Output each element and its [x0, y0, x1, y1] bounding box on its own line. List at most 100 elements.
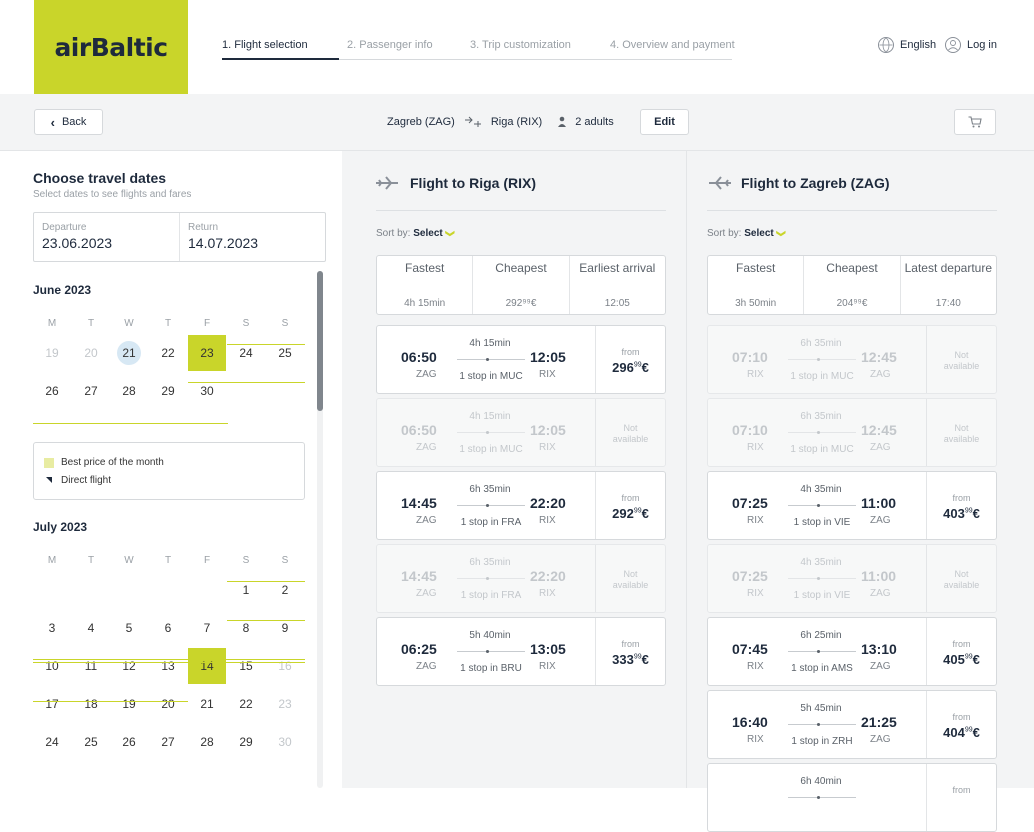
- calendar-day[interactable]: 19: [122, 697, 136, 711]
- calendar-day[interactable]: 10: [45, 659, 59, 673]
- sort-dropdown[interactable]: Sort by: Select ❯: [376, 228, 455, 239]
- edit-search-button[interactable]: Edit: [640, 109, 689, 135]
- sort-option[interactable]: Latest departure 17:40: [901, 256, 996, 314]
- calendar-day[interactable]: 25: [84, 735, 98, 749]
- calendar-day[interactable]: 3: [48, 621, 56, 635]
- price-value[interactable]: 33399€: [596, 652, 665, 667]
- calendar-day[interactable]: 24: [239, 346, 253, 360]
- calendar-day[interactable]: 14: [188, 648, 226, 684]
- calendar-scrollbar-thumb[interactable]: [317, 271, 323, 411]
- calendar-day[interactable]: 12: [122, 659, 136, 673]
- flight-card[interactable]: 06:50 ZAG 4h 15min 1 stop in MUC 12:05 RIX fro…: [376, 325, 666, 394]
- calendar-day[interactable]: 6: [164, 621, 172, 635]
- date-range-field[interactable]: Departure 23.06.2023 Return 14.07.2023: [33, 212, 326, 262]
- arrival-time: 21:25: [861, 714, 897, 730]
- plane-departure-icon: [376, 176, 402, 190]
- return-value[interactable]: 14.07.2023: [188, 235, 259, 251]
- range-underline: [33, 423, 228, 424]
- sort-option[interactable]: Fastest 3h 50min: [708, 256, 805, 314]
- calendar-day[interactable]: 22: [161, 346, 175, 360]
- login-link[interactable]: Log in: [945, 35, 997, 55]
- price-value[interactable]: 29699€: [596, 360, 665, 375]
- price-value[interactable]: 40399€: [927, 506, 996, 521]
- departure-time: 14:45: [401, 568, 437, 584]
- flight-card[interactable]: 07:25 RIX 4h 35min 1 stop in VIE 11:00 ZAG fro…: [707, 471, 997, 540]
- price-value[interactable]: 40499€: [927, 725, 996, 740]
- price-cell[interactable]: from 40599€: [926, 618, 996, 685]
- destination-code: ZAG: [870, 661, 891, 672]
- calendar-day[interactable]: 21: [110, 335, 148, 371]
- calendar-day[interactable]: 20: [161, 697, 175, 711]
- price-decimals: 99: [964, 507, 973, 515]
- flight-card[interactable]: 06:25 ZAG 5h 40min 1 stop in BRU 13:05 RIX fro…: [376, 617, 666, 686]
- sort-option-label: Cheapest: [495, 261, 547, 275]
- calendar-day[interactable]: 29: [161, 384, 175, 398]
- calendar-day[interactable]: 28: [200, 735, 214, 749]
- sort-option[interactable]: Cheapest 204⁹⁹€: [804, 256, 901, 314]
- calendar-day[interactable]: 5: [125, 621, 133, 635]
- calendar-day[interactable]: 27: [161, 735, 175, 749]
- price-cell[interactable]: from 40499€: [926, 691, 996, 758]
- calendar-scrollbar-track[interactable]: [317, 271, 323, 788]
- flight-card[interactable]: 07:45 RIX 6h 25min 1 stop in AMS 13:10 ZAG fro…: [707, 617, 997, 686]
- back-button[interactable]: ‹ Back: [34, 109, 103, 135]
- calendar-day[interactable]: 7: [203, 621, 211, 635]
- flight-card: 06:50 ZAG 4h 15min 1 stop in MUC 12:05 RIX Not…: [376, 398, 666, 467]
- calendar-day[interactable]: 21: [200, 697, 214, 711]
- stop-dot: [817, 650, 820, 653]
- airbaltic-logo[interactable]: airBaltic: [34, 0, 188, 94]
- sort-option[interactable]: Cheapest 292⁹⁹€: [473, 256, 570, 314]
- price-cell[interactable]: from 29699€: [595, 326, 665, 393]
- language-selector[interactable]: English: [878, 35, 936, 55]
- calendar-day[interactable]: 26: [45, 384, 59, 398]
- departure-time: 07:45: [732, 641, 768, 657]
- stop-info: 1 stop in MUC: [459, 371, 523, 382]
- calendar-day[interactable]: 30: [200, 384, 214, 398]
- sort-value[interactable]: Select: [744, 228, 774, 239]
- globe-icon: [878, 37, 894, 53]
- price-currency: €: [972, 652, 980, 667]
- price-value[interactable]: 40599€: [927, 652, 996, 667]
- calendar-day[interactable]: 27: [84, 384, 98, 398]
- flight-duration: 4h 15min: [469, 411, 511, 422]
- flight-card[interactable]: 16:40 RIX 5h 45min 1 stop in ZRH 21:25 ZAG fro…: [707, 690, 997, 759]
- sort-value[interactable]: Select: [413, 228, 443, 239]
- destination-code: ZAG: [870, 588, 891, 599]
- calendar-day[interactable]: 17: [45, 697, 59, 711]
- calendar-day[interactable]: 11: [84, 659, 98, 673]
- sort-option[interactable]: Fastest 4h 15min: [377, 256, 474, 314]
- calendar-day[interactable]: 9: [281, 621, 289, 635]
- origin-code: RIX: [747, 515, 764, 526]
- price-cell[interactable]: from: [926, 764, 996, 831]
- calendar-day[interactable]: 13: [161, 659, 175, 673]
- calendar-day[interactable]: 24: [45, 735, 59, 749]
- calendar-day[interactable]: 1: [242, 583, 250, 597]
- calendar-day[interactable]: 26: [122, 735, 136, 749]
- calendar-day[interactable]: 2: [281, 583, 289, 597]
- calendar-day[interactable]: 25: [278, 346, 292, 360]
- calendar-day[interactable]: 23: [188, 335, 226, 371]
- origin-code: RIX: [747, 369, 764, 380]
- cart-button[interactable]: [954, 109, 996, 135]
- calendar-day[interactable]: 28: [122, 384, 136, 398]
- price-value[interactable]: 29299€: [596, 506, 665, 521]
- flight-card[interactable]: 14:45 ZAG 6h 35min 1 stop in FRA 22:20 RIX fro…: [376, 471, 666, 540]
- flight-duration: 6h 35min: [800, 411, 842, 422]
- calendar-day[interactable]: 4: [87, 621, 95, 635]
- calendar-day[interactable]: 29: [239, 735, 253, 749]
- flight-card[interactable]: 6h 40min from: [707, 763, 997, 832]
- price-cell[interactable]: from 29299€: [595, 472, 665, 539]
- legend-direct-flight: Direct flight: [61, 475, 112, 486]
- departure-value[interactable]: 23.06.2023: [42, 235, 113, 251]
- sort-option[interactable]: Earliest arrival 12:05: [570, 256, 665, 314]
- calendar-day[interactable]: 18: [84, 697, 98, 711]
- price-cell[interactable]: from 33399€: [595, 618, 665, 685]
- sort-label: Sort by:: [376, 228, 411, 239]
- step-flight-selection[interactable]: 1. Flight selection: [222, 39, 308, 51]
- calendar-day[interactable]: 22: [239, 697, 253, 711]
- calendar-day[interactable]: 8: [242, 621, 250, 635]
- sort-dropdown[interactable]: Sort by: Select ❯: [707, 228, 786, 239]
- arrival-time: 11:00: [861, 568, 897, 584]
- calendar-day[interactable]: 15: [239, 659, 253, 673]
- price-cell[interactable]: from 40399€: [926, 472, 996, 539]
